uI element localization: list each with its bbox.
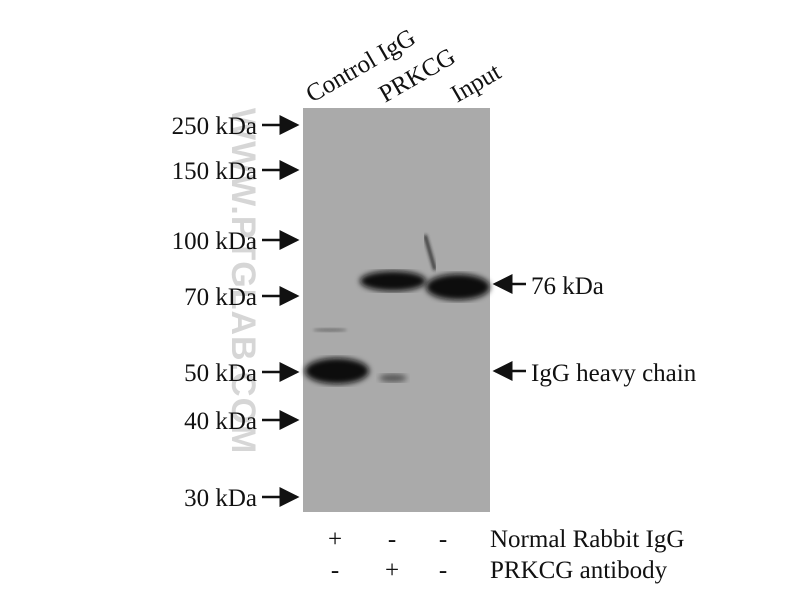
band <box>313 328 347 332</box>
marker-label: 70 kDa <box>184 284 257 311</box>
condition-sign: - <box>439 557 447 584</box>
band <box>426 274 490 300</box>
condition-sign: + <box>385 557 399 584</box>
condition-label: PRKCG antibody <box>490 557 668 584</box>
band-label: IgG heavy chain <box>531 360 697 387</box>
watermark: WWW.PTGLAB.COM <box>224 108 262 454</box>
marker-label: 100 kDa <box>172 228 257 255</box>
band <box>379 374 407 382</box>
marker-label: 150 kDa <box>172 158 257 185</box>
marker-label: 50 kDa <box>184 360 257 387</box>
band <box>305 358 369 384</box>
condition-sign: - <box>439 526 447 553</box>
marker-label: 250 kDa <box>172 113 257 140</box>
band <box>360 271 426 291</box>
condition-sign: - <box>388 526 396 553</box>
condition-label: Normal Rabbit IgG <box>490 526 684 553</box>
marker-label: 40 kDa <box>184 408 257 435</box>
condition-sign: - <box>331 557 339 584</box>
smear <box>423 234 437 271</box>
marker-label: 30 kDa <box>184 485 257 512</box>
condition-sign: + <box>328 526 342 553</box>
blot <box>303 108 490 512</box>
band-label: 76 kDa <box>531 273 604 300</box>
